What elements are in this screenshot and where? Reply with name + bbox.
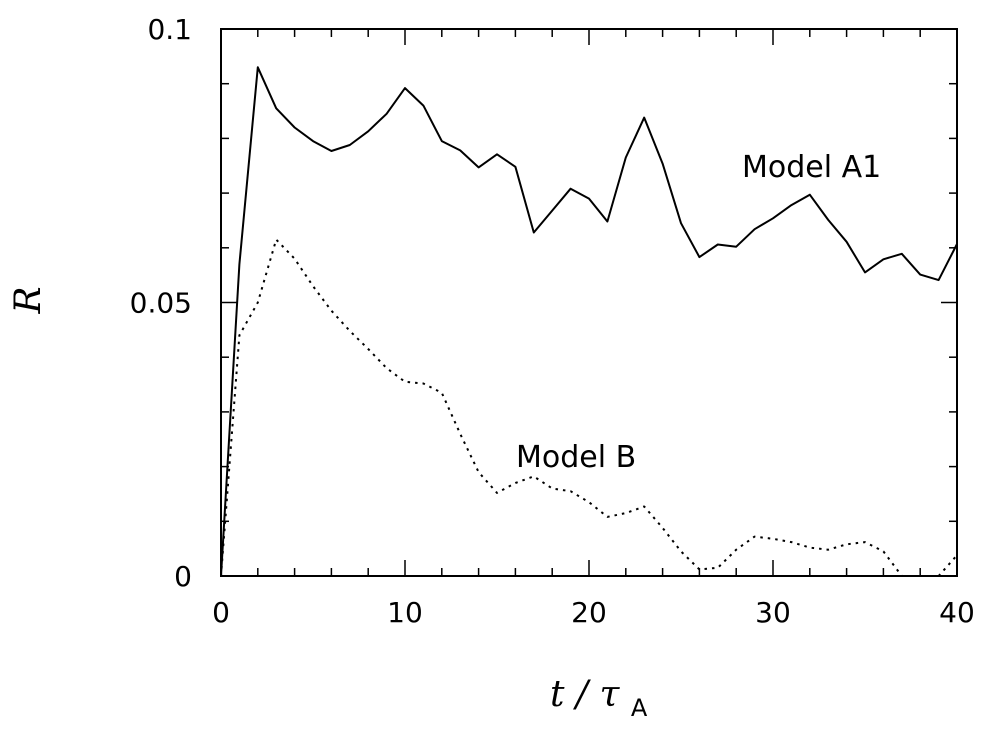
x-axis-title-sub: A (631, 694, 648, 722)
x-axis-title-var: t (550, 674, 565, 715)
tick-labels: 0 10 20 30 40 0 0.05 0.1 (130, 13, 975, 629)
y-axis-title: R (8, 286, 49, 314)
series-layer (220, 66, 958, 577)
y-tick-label: 0.1 (147, 13, 192, 46)
x-axis-title-tau: τ (600, 674, 621, 715)
x-axis-title-slash: / (573, 674, 592, 715)
series-line-model-a1 (220, 66, 958, 577)
x-tick-label: 30 (755, 596, 791, 629)
plot-frame (220, 28, 958, 577)
ticks (220, 28, 958, 577)
x-tick-label: 20 (571, 596, 607, 629)
x-axis-title: t / τ A (550, 674, 648, 722)
annotation-model-b: Model B (516, 440, 636, 475)
series-line-model-b (220, 238, 958, 577)
y-tick-label: 0 (174, 560, 192, 593)
x-tick-label: 0 (212, 596, 230, 629)
y-tick-label: 0.05 (130, 287, 192, 320)
annotation-model-a1: Model A1 (742, 150, 881, 185)
x-tick-label: 10 (387, 596, 423, 629)
x-tick-label: 40 (939, 596, 975, 629)
